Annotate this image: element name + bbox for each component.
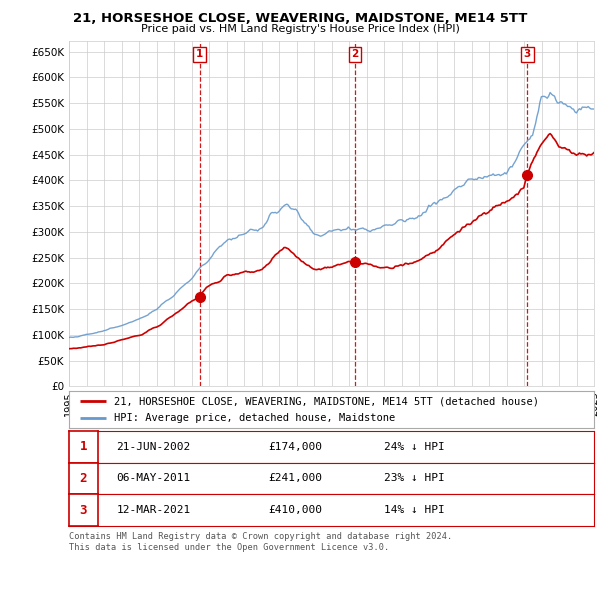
- Text: 21-JUN-2002: 21-JUN-2002: [116, 442, 191, 451]
- Text: £241,000: £241,000: [269, 474, 323, 483]
- Text: 2: 2: [352, 49, 359, 59]
- Text: 3: 3: [80, 504, 87, 517]
- Text: Contains HM Land Registry data © Crown copyright and database right 2024.
This d: Contains HM Land Registry data © Crown c…: [69, 532, 452, 552]
- Text: 06-MAY-2011: 06-MAY-2011: [116, 474, 191, 483]
- Text: HPI: Average price, detached house, Maidstone: HPI: Average price, detached house, Maid…: [113, 413, 395, 423]
- Text: 1: 1: [196, 49, 203, 59]
- Text: £174,000: £174,000: [269, 442, 323, 451]
- Text: 12-MAR-2021: 12-MAR-2021: [116, 506, 191, 515]
- Text: 2: 2: [80, 472, 87, 485]
- Text: 1: 1: [80, 440, 87, 453]
- Text: Price paid vs. HM Land Registry's House Price Index (HPI): Price paid vs. HM Land Registry's House …: [140, 24, 460, 34]
- Text: 3: 3: [524, 49, 531, 59]
- Text: £410,000: £410,000: [269, 506, 323, 515]
- Text: 24% ↓ HPI: 24% ↓ HPI: [384, 442, 445, 451]
- Text: 14% ↓ HPI: 14% ↓ HPI: [384, 506, 445, 515]
- Text: 21, HORSESHOE CLOSE, WEAVERING, MAIDSTONE, ME14 5TT (detached house): 21, HORSESHOE CLOSE, WEAVERING, MAIDSTON…: [113, 396, 539, 406]
- Text: 21, HORSESHOE CLOSE, WEAVERING, MAIDSTONE, ME14 5TT: 21, HORSESHOE CLOSE, WEAVERING, MAIDSTON…: [73, 12, 527, 25]
- Text: 23% ↓ HPI: 23% ↓ HPI: [384, 474, 445, 483]
